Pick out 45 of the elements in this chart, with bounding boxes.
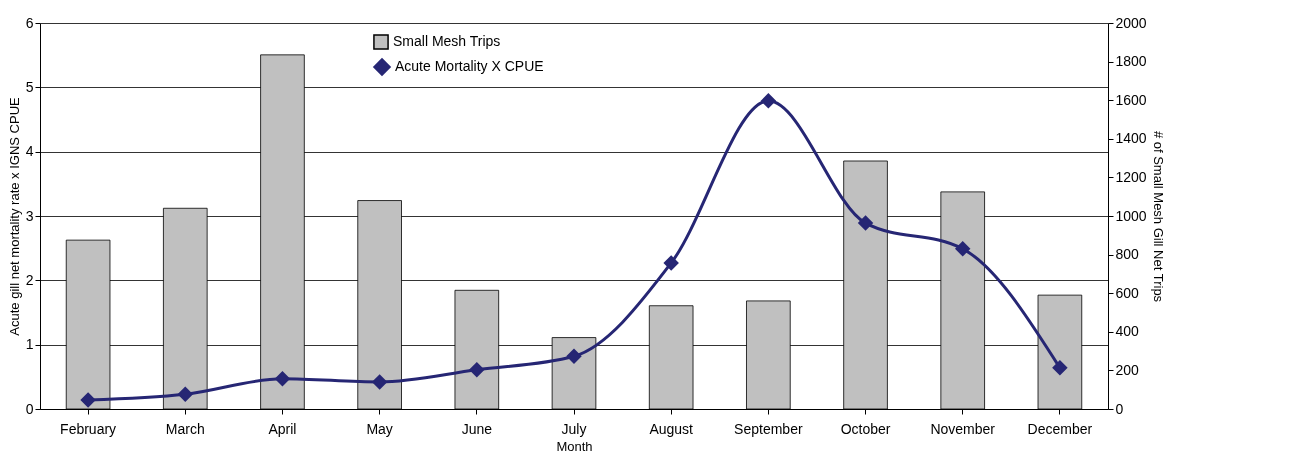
y2-axis-title: # of Small Mesh Gill Net Trips xyxy=(1150,130,1166,303)
y2-tick-label: 1600 xyxy=(1115,91,1147,108)
legend-label: Acute Mortality X CPUE xyxy=(395,58,544,74)
y-tick-label: 2 xyxy=(25,271,34,288)
y2-tick-label: 400 xyxy=(1115,323,1140,340)
point xyxy=(761,93,776,109)
y2-tick-label: 600 xyxy=(1115,284,1140,301)
point xyxy=(275,371,290,387)
y2-tick-label: 200 xyxy=(1115,361,1140,378)
point xyxy=(663,255,679,271)
point xyxy=(177,386,193,402)
x-tick-label: November xyxy=(930,420,996,437)
y2-tick-label: 1200 xyxy=(1115,168,1147,185)
x-tick-label: February xyxy=(60,420,117,437)
x-tick-label: August xyxy=(649,420,694,437)
y-tick-label: 3 xyxy=(25,207,34,224)
point xyxy=(469,362,485,378)
y-tick-label: 1 xyxy=(25,336,34,353)
x-tick-label: May xyxy=(366,420,393,437)
x-tick-label: April xyxy=(268,420,297,437)
x-axis-title: Month xyxy=(556,438,593,454)
legend-label: Small Mesh Trips xyxy=(393,33,501,49)
y2-tick-label: 2000 xyxy=(1115,14,1147,31)
y2-tick-label: 1800 xyxy=(1115,53,1147,70)
x-tick-label: June xyxy=(461,420,493,437)
point xyxy=(80,392,96,408)
point xyxy=(955,241,971,257)
x-tick-label: July xyxy=(561,420,587,437)
y2-tick-label: 1400 xyxy=(1115,130,1147,147)
y2-tick-label: 1000 xyxy=(1115,207,1147,224)
x-tick-label: March xyxy=(165,420,205,437)
y2-tick-label: 0 xyxy=(1115,400,1124,417)
y2-tick-label: 800 xyxy=(1115,246,1140,263)
y-tick-label: 5 xyxy=(25,78,34,95)
y-axis-title: Acute gill net mortality rate x IGNS CPUE xyxy=(6,96,22,336)
point xyxy=(1052,360,1068,376)
x-tick-label: December xyxy=(1027,420,1093,437)
y-tick-label: 4 xyxy=(25,143,34,160)
x-tick-label: September xyxy=(734,420,803,437)
point xyxy=(372,374,387,390)
point xyxy=(566,348,582,364)
y-tick-label: 6 xyxy=(25,14,34,31)
x-tick-label: October xyxy=(840,420,891,437)
point xyxy=(858,215,873,231)
y-tick-label: 0 xyxy=(25,400,34,417)
